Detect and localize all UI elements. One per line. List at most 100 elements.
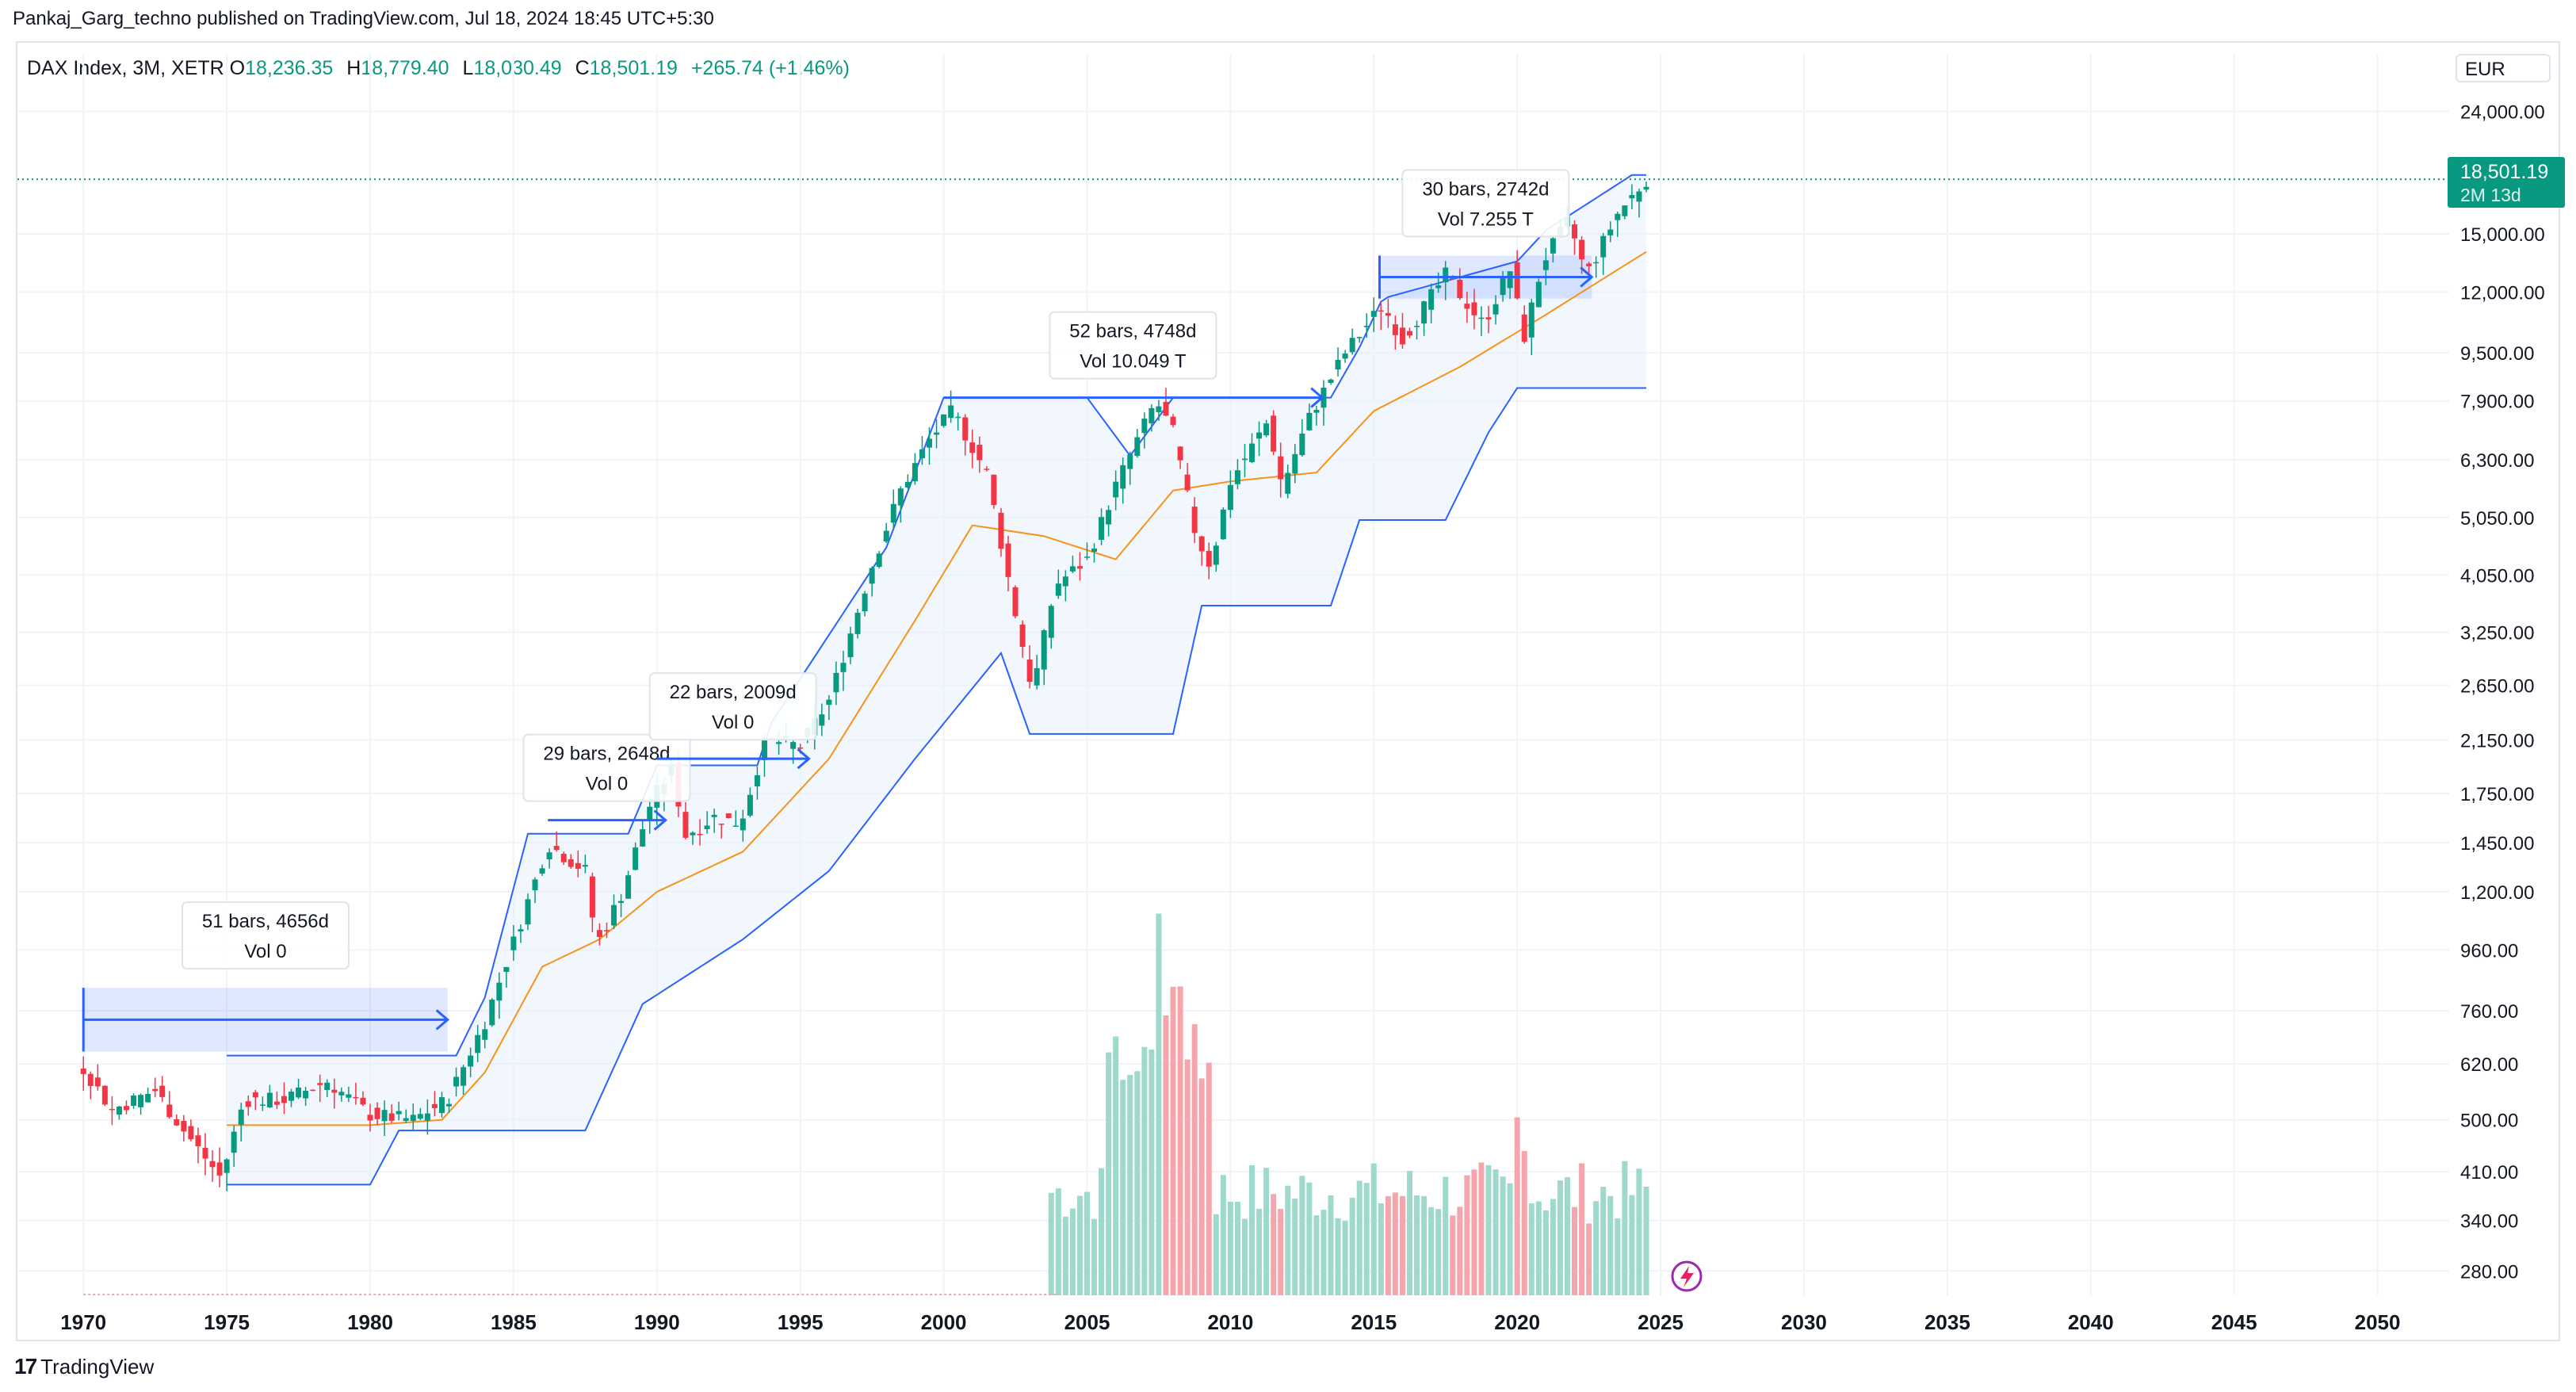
candle-body (732, 825, 739, 827)
volume-bar (1141, 1046, 1148, 1295)
volume-bar (1278, 1209, 1284, 1295)
last-price-countdown: 2M 13d (2460, 185, 2521, 205)
candle-body (231, 1131, 237, 1153)
legend-symbol[interactable]: DAX Index, 3M, XETR (27, 57, 224, 79)
range-label-volume: Vol 0 (244, 941, 286, 962)
last-price-tag: 18,501.19 2M 13d (2448, 157, 2565, 208)
y-tick-label: 2,650.00 (2460, 676, 2534, 698)
candle-body (1600, 235, 1607, 258)
volume-bar (1127, 1074, 1133, 1295)
candle-body (1507, 271, 1513, 289)
volume-bar (1285, 1185, 1291, 1295)
candle-body (697, 833, 703, 836)
candle-body (618, 901, 625, 904)
range-arrow-head (653, 809, 667, 831)
x-tick-label: 1990 (634, 1310, 680, 1334)
volume-bar (1622, 1161, 1628, 1295)
volume-bar (1629, 1195, 1635, 1295)
candle-body (589, 876, 595, 918)
price-axis[interactable]: 24,000.00 15,000.00 12,000.00 9,500.00 7,900… (2460, 102, 2545, 1283)
candle-body (1385, 312, 1391, 316)
candle-body (1019, 624, 1026, 647)
candle-body (1399, 327, 1405, 345)
tradingview-brand: TradingView (40, 1354, 155, 1379)
y-tick-label: 410.00 (2460, 1162, 2518, 1184)
range-annotations: 51 bars, 4656d Vol 0 29 bars, 2648d Vol 0 22… (82, 169, 1594, 1052)
lower-channel-line (227, 387, 1646, 1186)
y-tick-label: 340.00 (2460, 1210, 2518, 1232)
candle-body (289, 1092, 295, 1101)
candle-body (1349, 338, 1355, 353)
x-tick-label: 1980 (347, 1310, 393, 1334)
candle-body (1005, 543, 1011, 577)
candle-body (1263, 423, 1270, 436)
candle-body (1342, 353, 1348, 359)
range-label-volume: Vol 7.255 T (1438, 208, 1534, 230)
x-tick-label: 1995 (778, 1310, 824, 1334)
volume-bar (1485, 1164, 1492, 1295)
candle-body (1306, 412, 1313, 430)
candle-body (546, 852, 552, 859)
candle-body (718, 824, 724, 825)
tradingview-logo-mark: 17 (14, 1354, 37, 1379)
volume-bar (1435, 1209, 1442, 1295)
candle-body (1220, 509, 1226, 540)
candle-body (582, 865, 588, 867)
candle-body (1478, 317, 1485, 319)
candle-body (941, 414, 947, 426)
candle-body (984, 468, 990, 470)
candle-body (310, 1089, 316, 1092)
legend-low-value: 18,030.49 (473, 57, 562, 79)
volume-bar (1521, 1151, 1527, 1295)
candle-body (296, 1087, 302, 1098)
volume-bar (1134, 1071, 1141, 1295)
candle-body (1076, 566, 1083, 569)
currency-selector[interactable]: EUR (2456, 54, 2551, 82)
candle-body (503, 966, 510, 972)
volume-bar (1607, 1195, 1614, 1295)
candle-body (1170, 416, 1176, 426)
candle-body (482, 1029, 488, 1040)
volume-bar (1557, 1180, 1563, 1295)
publisher-line: Pankaj_Garg_techno published on TradingV… (13, 8, 714, 29)
chart-frame (16, 41, 2560, 1341)
flash-icon[interactable] (1671, 1260, 1703, 1292)
candle-body (1099, 517, 1105, 540)
candle-body (854, 612, 861, 634)
candle-body (1213, 545, 1219, 565)
candle-body (94, 1077, 101, 1087)
candle-body (1607, 229, 1614, 235)
candle-body (1041, 630, 1047, 670)
candle-body (145, 1093, 151, 1103)
volume-bar (1271, 1194, 1277, 1295)
channel-lines (17, 174, 2449, 1186)
last-price-value: 18,501.19 (2460, 161, 2548, 183)
candle-body (539, 868, 545, 874)
volume-bar (1450, 1215, 1456, 1295)
candle-body (1414, 325, 1420, 327)
volume-bar (1163, 1015, 1169, 1295)
volume-bar (1313, 1215, 1320, 1295)
candle-body (890, 503, 896, 523)
volume-bar (1464, 1175, 1470, 1295)
candle-body (417, 1114, 423, 1119)
range-label-box (181, 901, 350, 970)
y-tick-label: 760.00 (2460, 1001, 2518, 1023)
candle-body (625, 875, 632, 899)
candle-body (1106, 510, 1112, 525)
volume-bar (1091, 1218, 1098, 1295)
volume-bar (1514, 1117, 1520, 1295)
candle-body (560, 854, 567, 862)
volume-bar (1177, 986, 1183, 1295)
y-tick-label: 2,150.00 (2460, 730, 2534, 751)
time-axis[interactable]: 1970 1975 1980 1985 1990 1995 2000 2005 2010 2015… (60, 1310, 2400, 1334)
volume-bar (1528, 1203, 1535, 1295)
candle-body (1535, 281, 1542, 308)
range-label-box (1049, 311, 1217, 380)
candle-body (410, 1115, 416, 1122)
y-tick-label: 500.00 (2460, 1111, 2518, 1132)
volume-bar (1076, 1195, 1083, 1295)
y-tick-label: 5,050.00 (2460, 508, 2534, 530)
tradingview-logo[interactable]: 17 TradingView (14, 1354, 154, 1379)
